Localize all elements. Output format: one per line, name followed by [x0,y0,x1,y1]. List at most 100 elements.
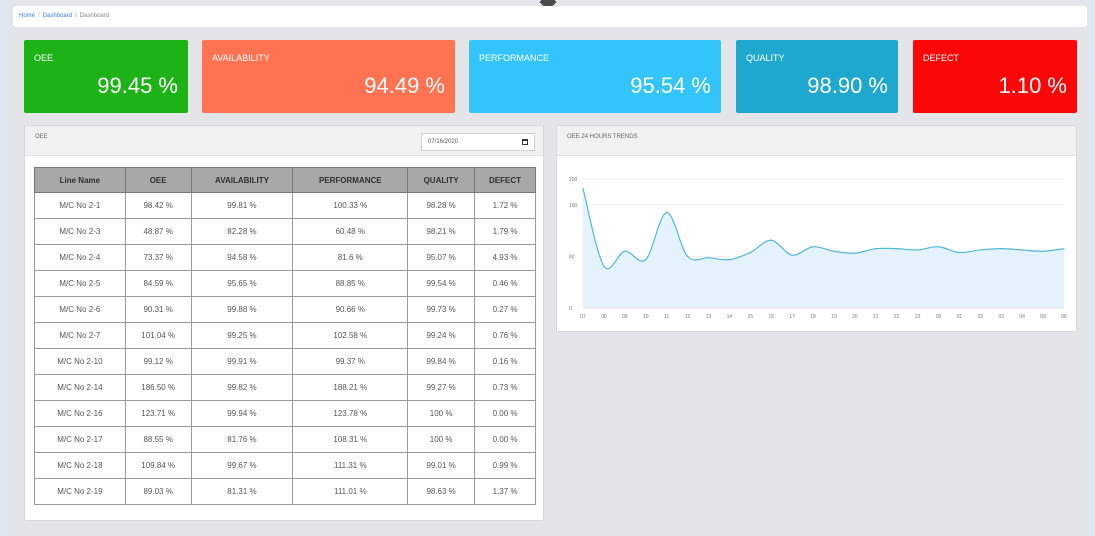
column-header[interactable]: OEE [124,167,192,193]
panel-title: OEE 24 HOURS TRENDS [567,134,638,140]
line-name-cell: M/C No 2-7 [34,322,126,349]
column-header[interactable]: PERFORMANCE [292,167,409,193]
date-picker-input[interactable]: 07/16/2020 [421,133,535,151]
calendar-icon[interactable] [522,139,528,145]
kpi-card-performance: PERFORMANCE 95.54 % [469,40,721,113]
table-cell: 99.67 % [190,452,294,479]
table-row[interactable]: M/C No 2-10 99.12 % 99.91 % 99.37 % 99.84 % 0… [34,348,536,375]
line-name-cell: M/C No 2-1 [34,192,126,219]
x-tick-label: 23 [915,314,921,320]
table-cell: 60.48 % [292,218,409,245]
kpi-card-oee: OEE 99.45 % [24,40,188,113]
data-point [1063,248,1065,250]
breadcrumb-home-link[interactable]: Home [19,13,36,19]
table-row[interactable]: M/C No 2-6 90.31 % 99.88 % 90.66 % 99.73 % 0.… [34,296,536,323]
table-row[interactable]: M/C No 2-16 123.71 % 99.94 % 123.78 % 100 % 0… [34,400,536,427]
x-tick-label: 01 [957,314,963,320]
table-cell: 111.01 % [292,478,409,505]
table-row[interactable]: M/C No 2-14 186.50 % 99.82 % 188.21 % 99.27 … [34,374,536,401]
table-cell: 81.6 % [292,244,409,271]
data-point [749,251,751,254]
table-cell: 99.73 % [407,296,476,323]
line-name-cell: M/C No 2-19 [34,478,126,505]
table-row[interactable]: M/C No 2-3 48.87 % 82.28 % 60.48 % 98.21 % 1.… [34,218,536,245]
table-cell: 102.58 % [292,322,409,349]
table-cell: 0.00 % [474,400,536,427]
breadcrumb: Home / Dashboard / Dashboard [13,6,1087,27]
data-point [875,248,877,250]
line-name-cell: M/C No 2-16 [34,400,126,427]
table-cell: 108.31 % [292,426,409,453]
kpi-value: 94.49 % [364,73,445,98]
table-cell: 0.76 % [474,322,536,349]
table-cell: 101.04 % [124,322,192,349]
column-header[interactable]: AVAILABILITY [190,167,294,193]
x-tick-label: 22 [894,314,900,320]
table-row[interactable]: M/C No 2-17 88.55 % 81.76 % 108.31 % 100 % 0.… [34,426,536,453]
kpi-card-quality: QUALITY 98.90 % [736,40,898,113]
x-tick-label: 15 [748,314,754,320]
data-point [728,259,730,261]
x-tick-label: 09 [622,314,628,320]
table-cell: 123.78 % [292,400,409,427]
table-header-row: Line Name OEE AVAILABILITY PERFORMANCE Q… [34,167,536,193]
breadcrumb-current: Dashboard [79,13,110,19]
column-header[interactable]: DEFECT [474,167,536,193]
table-cell: 94.58 % [190,244,294,271]
y-tick-label: 160 [569,203,578,209]
x-tick-label: 20 [852,314,858,320]
table-row[interactable]: M/C No 2-5 84.59 % 95.65 % 88.85 % 99.54 % 0.… [34,270,536,297]
x-tick-label: 04 [1019,314,1025,320]
table-cell: 186.50 % [124,374,192,401]
table-cell: 0.99 % [474,452,536,479]
data-point [1042,250,1044,252]
table-cell: 95.65 % [190,270,294,297]
table-cell: 99.82 % [190,374,294,401]
table-cell: 99.25 % [190,322,294,349]
table-cell: 89.03 % [124,478,192,505]
line-name-cell: M/C No 2-10 [34,348,126,375]
table-cell: 100 % [407,400,476,427]
kpi-card-defect: DEFECT 1.10 % [913,40,1077,113]
table-cell: 73.37 % [124,244,192,271]
kpi-value: 99.45 % [97,73,178,98]
table-cell: 1.79 % [474,218,536,245]
kpi-label: DEFECT [923,53,959,63]
x-tick-label: 06 [1061,314,1067,320]
table-cell: 99.94 % [190,400,294,427]
data-point [645,259,647,261]
table-cell: 99.91 % [190,348,294,375]
table-cell: 82.28 % [190,218,294,245]
breadcrumb-dashboard-link[interactable]: Dashboard [42,13,73,19]
line-name-cell: M/C No 2-14 [34,374,126,401]
date-value: 07/16/2020 [428,139,459,145]
x-tick-label: 18 [810,314,816,320]
data-point [1021,249,1023,251]
table-cell: 99.24 % [407,322,476,349]
x-tick-label: 13 [706,314,712,320]
column-header[interactable]: QUALITY [407,167,476,193]
table-cell: 99.37 % [292,348,409,375]
line-name-cell: M/C No 2-3 [34,218,126,245]
table-row[interactable]: M/C No 2-7 101.04 % 99.25 % 102.58 % 99.24 %… [34,322,536,349]
table-row[interactable]: M/C No 2-19 89.03 % 81.31 % 111.01 % 98.63 %… [34,478,536,505]
x-tick-label: 00 [936,314,942,320]
table-row[interactable]: M/C No 2-4 73.37 % 94.58 % 81.6 % 95.07 % 4.9… [34,244,536,271]
y-tick-label: 200 [569,177,578,183]
column-header[interactable]: Line Name [34,167,126,193]
table-cell: 123.71 % [124,400,192,427]
trend-chart: 0 80 160 200 07 08 09 10 11 12 13 14 15 16 17 18 19 20 21 2… [569,177,1067,320]
data-point [1000,248,1002,250]
table-cell: 88.55 % [124,426,192,453]
table-cell: 99.27 % [407,374,476,401]
x-tick-label: 07 [580,314,586,320]
data-point [791,254,793,256]
line-name-cell: M/C No 2-17 [34,426,126,453]
x-tick-label: 17 [789,314,795,320]
table-row[interactable]: M/C No 2-1 98.42 % 99.81 % 100.33 % 98.28 % 1… [34,192,536,219]
table-row[interactable]: M/C No 2-18 109.84 % 99.67 % 111.31 % 99.01 … [34,452,536,479]
kpi-card-availability: AVAILABILITY 94.49 % [202,40,455,113]
breadcrumb-separator: / [75,13,77,19]
data-point [896,248,898,250]
trend-panel-header: OEE 24 HOURS TRENDS [557,126,1076,156]
